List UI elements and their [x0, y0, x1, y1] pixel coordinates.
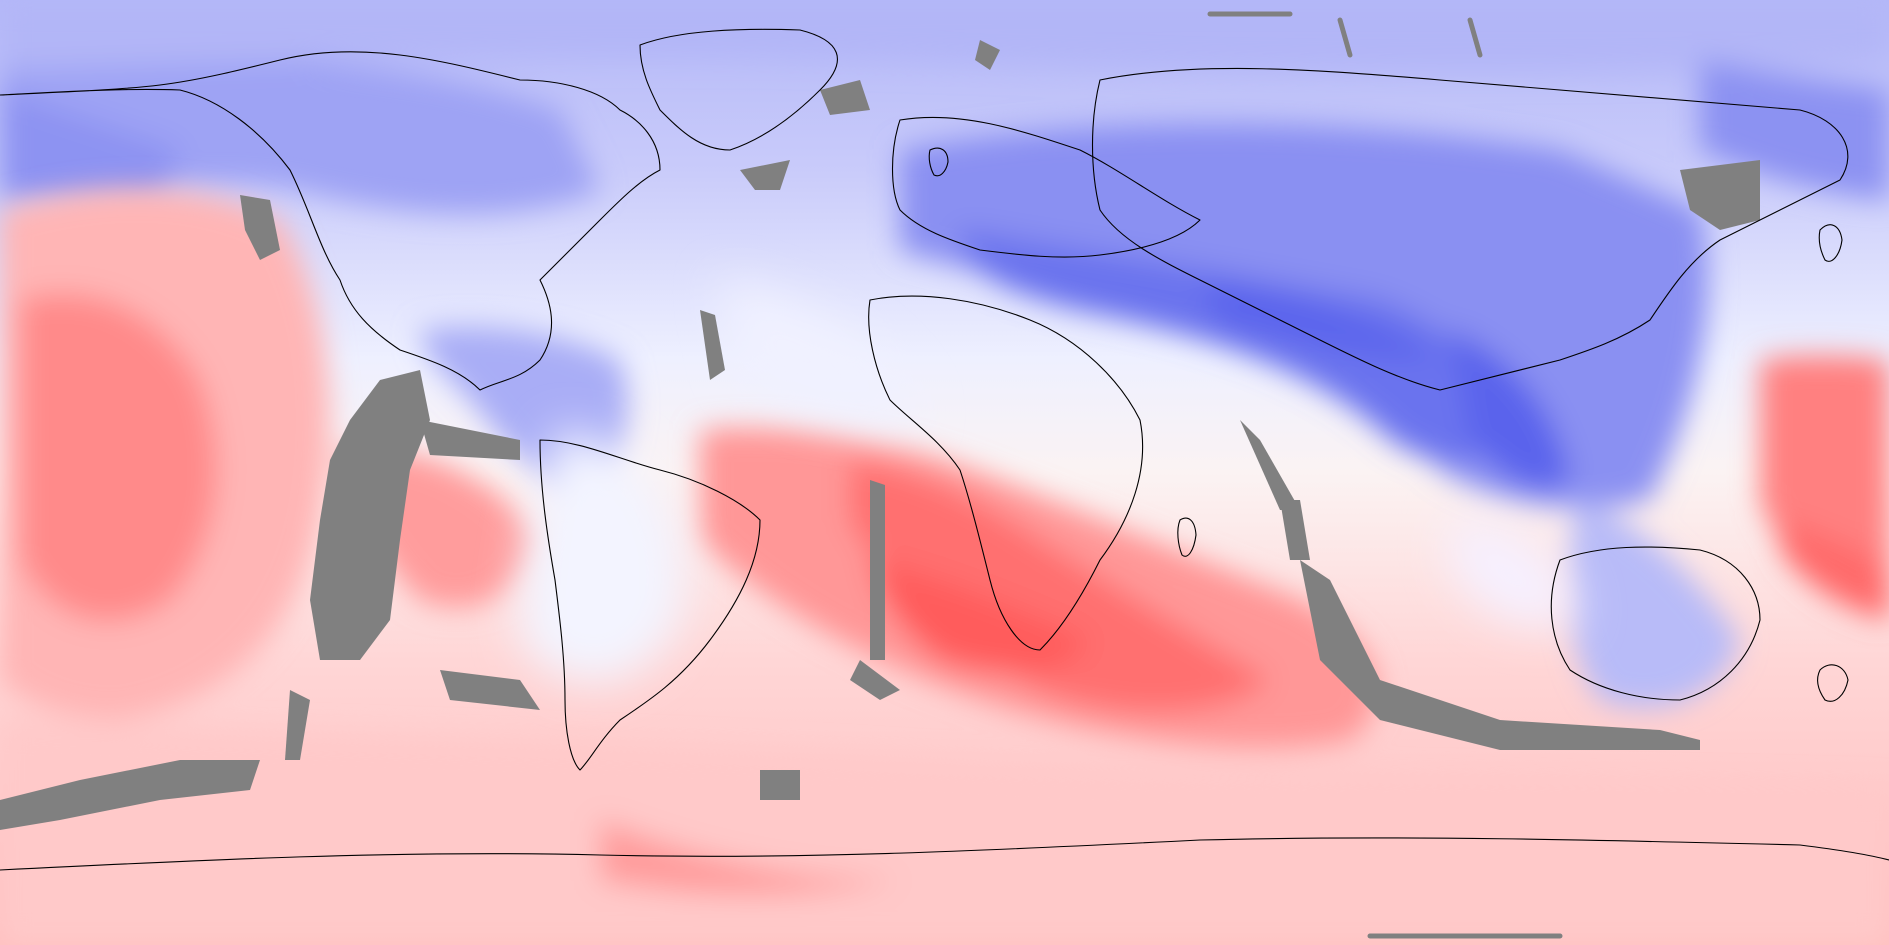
coast-europe	[891, 116, 1201, 258]
coast-greenland	[639, 28, 838, 151]
coast-north-america	[0, 51, 661, 391]
coast-africa	[868, 295, 1144, 651]
coast-asia	[1091, 67, 1849, 391]
coast-australia	[1550, 546, 1761, 701]
missing-data-regions	[0, 40, 1760, 830]
coast-new-zealand	[1816, 664, 1849, 702]
negative-anomaly-field	[0, 0, 1889, 708]
coast-south-america	[539, 439, 761, 771]
coast-madagascar	[1177, 517, 1197, 557]
coastlines	[0, 28, 1889, 871]
neutral-anomaly-field	[520, 280, 1580, 683]
coast-uk	[928, 147, 949, 177]
missing-data-strokes	[1207, 11, 1563, 939]
coast-antarctica	[0, 837, 1889, 871]
positive-anomaly-field	[0, 188, 1889, 945]
coast-japan	[1818, 224, 1843, 262]
